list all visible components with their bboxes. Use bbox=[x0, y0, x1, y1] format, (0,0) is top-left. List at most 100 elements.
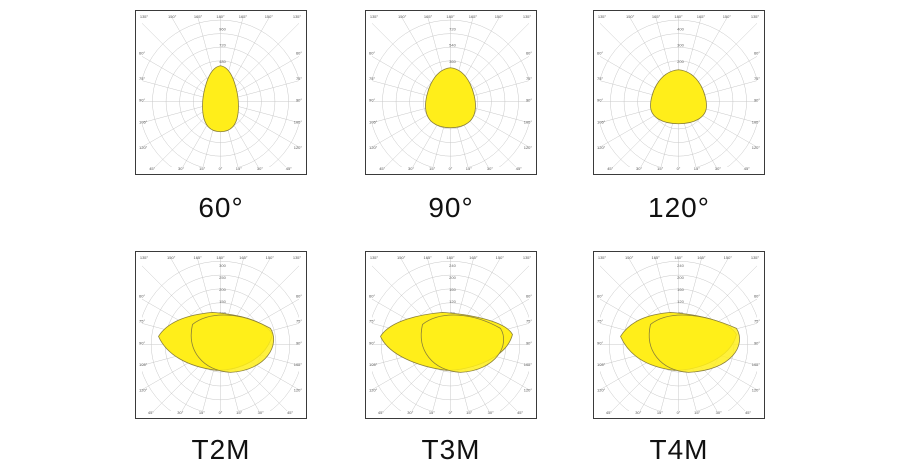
radial-value-label: 200 bbox=[449, 275, 456, 280]
angle-label: 150° bbox=[625, 255, 634, 260]
angle-label: 135° bbox=[751, 14, 760, 19]
radial-value-label: 200 bbox=[677, 275, 684, 280]
angle-label: 90° bbox=[369, 98, 375, 103]
beam-angle-caption: T3M bbox=[421, 434, 481, 465]
angle-label: 15° bbox=[199, 410, 205, 415]
angle-label: 180° bbox=[674, 255, 683, 260]
angle-label: 135° bbox=[751, 255, 760, 260]
angle-label: 75° bbox=[526, 76, 532, 81]
angle-label: 120° bbox=[139, 145, 148, 150]
angle-label: 105° bbox=[294, 362, 303, 367]
angle-label: 0° bbox=[677, 166, 681, 171]
angle-label: 15° bbox=[199, 166, 205, 171]
radial-value-label: 160 bbox=[677, 287, 684, 292]
angle-label: 15° bbox=[236, 410, 242, 415]
angle-label: 60° bbox=[296, 51, 302, 56]
angle-label: 150° bbox=[397, 255, 406, 260]
light-distribution-curve bbox=[380, 311, 513, 373]
polar-grid-svg: 960720480240135°150°165°180°165°150°135°… bbox=[139, 14, 303, 171]
angle-label: 105° bbox=[524, 362, 533, 367]
polar-grid-svg: 2402001601208040135°150°165°180°165°150°… bbox=[369, 255, 533, 415]
angle-label: 45° bbox=[379, 166, 385, 171]
angle-label: 30° bbox=[258, 410, 264, 415]
beam-angle-caption: 120° bbox=[648, 192, 710, 223]
angle-label: 0° bbox=[449, 410, 453, 415]
angle-label: 75° bbox=[296, 319, 302, 324]
angle-label: 75° bbox=[296, 76, 302, 81]
angle-label: 60° bbox=[296, 293, 302, 298]
polar-grid-svg: 30025020015010050135°150°165°180°165°150… bbox=[139, 255, 303, 415]
light-distribution-curve bbox=[620, 311, 740, 373]
beam-angle-caption: 90° bbox=[428, 192, 474, 223]
beam-lobe bbox=[650, 69, 707, 125]
angle-label: 120° bbox=[139, 387, 148, 392]
angle-label: 180° bbox=[674, 14, 683, 19]
polar-grid-svg: 400300200100135°150°165°180°165°150°135°… bbox=[597, 14, 761, 171]
angle-label: 60° bbox=[526, 293, 532, 298]
angle-label: 60° bbox=[597, 293, 603, 298]
angle-label: 90° bbox=[139, 98, 145, 103]
angle-label: 90° bbox=[754, 98, 760, 103]
angle-label: 180° bbox=[216, 14, 225, 19]
angle-label: 0° bbox=[219, 410, 223, 415]
radial-value-label: 540 bbox=[449, 43, 456, 48]
angle-label: 165° bbox=[239, 255, 248, 260]
radial-value-label: 300 bbox=[219, 263, 226, 268]
angle-label: 60° bbox=[139, 293, 145, 298]
radial-value-label: 720 bbox=[219, 43, 226, 48]
beam-lobe bbox=[202, 65, 239, 133]
angle-label: 45° bbox=[745, 410, 751, 415]
angle-label: 135° bbox=[293, 14, 302, 19]
angle-label: 165° bbox=[423, 255, 432, 260]
light-distribution-curve bbox=[425, 67, 476, 129]
radial-value-label: 200 bbox=[219, 287, 226, 292]
radial-value-label: 360 bbox=[449, 59, 456, 64]
angle-label: 15° bbox=[466, 410, 472, 415]
radial-value-label: 120 bbox=[677, 299, 684, 304]
angle-label: 120° bbox=[294, 387, 303, 392]
angle-label: 165° bbox=[239, 14, 248, 19]
angle-label: 150° bbox=[724, 255, 733, 260]
angle-label: 105° bbox=[752, 120, 761, 125]
angle-label: 90° bbox=[597, 340, 603, 345]
angle-label: 60° bbox=[754, 51, 760, 56]
angle-label: 105° bbox=[597, 120, 606, 125]
polar-plot-T2M: 30025020015010050135°150°165°180°165°150… bbox=[135, 251, 307, 419]
angle-label: 105° bbox=[524, 120, 533, 125]
radial-value-label: 300 bbox=[677, 43, 684, 48]
angle-label: 90° bbox=[296, 340, 302, 345]
radial-value-label: 200 bbox=[677, 59, 684, 64]
angle-label: 105° bbox=[752, 362, 761, 367]
angle-label: 30° bbox=[487, 166, 493, 171]
angle-label: 135° bbox=[140, 255, 149, 260]
angle-label: 180° bbox=[446, 14, 455, 19]
light-distribution-curve bbox=[158, 311, 275, 373]
beam-lobe bbox=[425, 67, 476, 129]
angle-label: 135° bbox=[523, 255, 532, 260]
angle-label: 90° bbox=[139, 340, 145, 345]
angle-label: 75° bbox=[369, 76, 375, 81]
angle-label: 120° bbox=[524, 145, 533, 150]
angle-label: 150° bbox=[723, 14, 732, 19]
angle-label: 180° bbox=[216, 255, 225, 260]
angle-label: 105° bbox=[139, 120, 148, 125]
polar-grid-svg: 720540360180135°150°165°180°165°150°135°… bbox=[369, 14, 533, 171]
angle-label: 105° bbox=[294, 120, 303, 125]
angle-label: 75° bbox=[597, 76, 603, 81]
polar-grid-svg: 2402001601208040135°150°165°180°165°150°… bbox=[597, 255, 761, 415]
angle-label: 150° bbox=[495, 14, 504, 19]
radial-value-label: 120 bbox=[449, 299, 456, 304]
angle-label: 150° bbox=[496, 255, 505, 260]
angle-label: 135° bbox=[370, 14, 379, 19]
angle-label: 105° bbox=[139, 362, 148, 367]
grid-spoke bbox=[220, 101, 299, 124]
angle-label: 165° bbox=[651, 255, 660, 260]
angle-label: 120° bbox=[369, 145, 378, 150]
angle-label: 150° bbox=[168, 14, 177, 19]
angle-label: 90° bbox=[526, 340, 532, 345]
angle-label: 45° bbox=[744, 166, 750, 171]
angle-label: 120° bbox=[369, 387, 378, 392]
angle-label: 30° bbox=[178, 166, 184, 171]
angle-label: 135° bbox=[370, 255, 379, 260]
beam-angle-caption: T2M bbox=[191, 434, 251, 465]
